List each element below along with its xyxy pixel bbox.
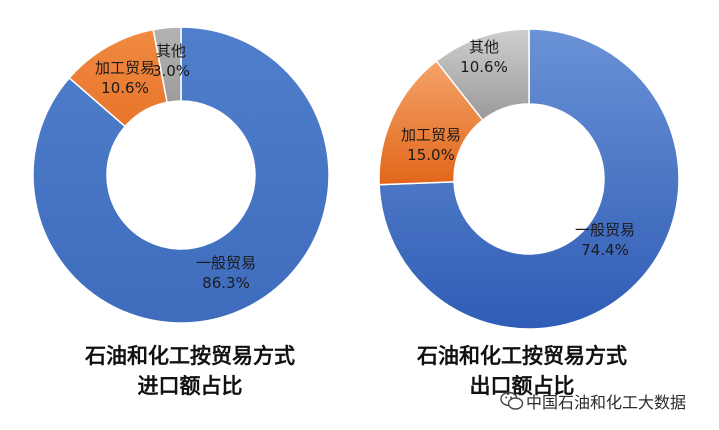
export-slice-general-trade xyxy=(378,28,680,330)
export-slice-other xyxy=(435,28,530,122)
export-chart-title: 石油和化工按贸易方式 出口额占比 xyxy=(392,341,652,401)
import-title-line-1: 石油和化工按贸易方式 xyxy=(85,344,295,368)
watermark-text: 中国石油和化工大数据 xyxy=(526,393,687,412)
export-label-processing-trade: 加工贸易 xyxy=(401,126,461,144)
import-slice-other xyxy=(152,26,182,104)
import-title-line-2: 进口额占比 xyxy=(137,374,243,398)
export-title-line-1: 石油和化工按贸易方式 xyxy=(417,344,627,368)
import-label-processing-trade: 加工贸易 xyxy=(95,59,155,77)
import-value-other: 3.0% xyxy=(152,62,190,80)
import-value-processing-trade: 10.6% xyxy=(101,79,149,97)
export-value-other: 10.6% xyxy=(460,58,508,76)
export-value-processing-trade: 15.0% xyxy=(407,146,455,164)
wechat-icon xyxy=(500,391,524,410)
import-label-other: 其他 xyxy=(156,42,186,60)
export-title-line-2: 出口额占比 xyxy=(469,374,575,398)
import-value-general-trade: 86.3% xyxy=(202,274,250,292)
export-label-other: 其他 xyxy=(469,38,499,56)
export-label-general-trade: 一般贸易 xyxy=(575,221,635,239)
import-label-general-trade: 一般贸易 xyxy=(196,254,256,272)
import-donut-chart: 一般贸易 86.3% 加工贸易 10.6% 其他 3.0% xyxy=(32,26,330,324)
import-chart-title: 石油和化工按贸易方式 进口额占比 xyxy=(60,341,320,401)
watermark: 中国石油和化工大数据 xyxy=(500,386,715,416)
export-donut-chart: 一般贸易 74.4% 加工贸易 15.0% 其他 10.6% xyxy=(378,28,680,330)
import-slice-general-trade xyxy=(32,26,330,324)
export-value-general-trade: 74.4% xyxy=(581,241,629,259)
